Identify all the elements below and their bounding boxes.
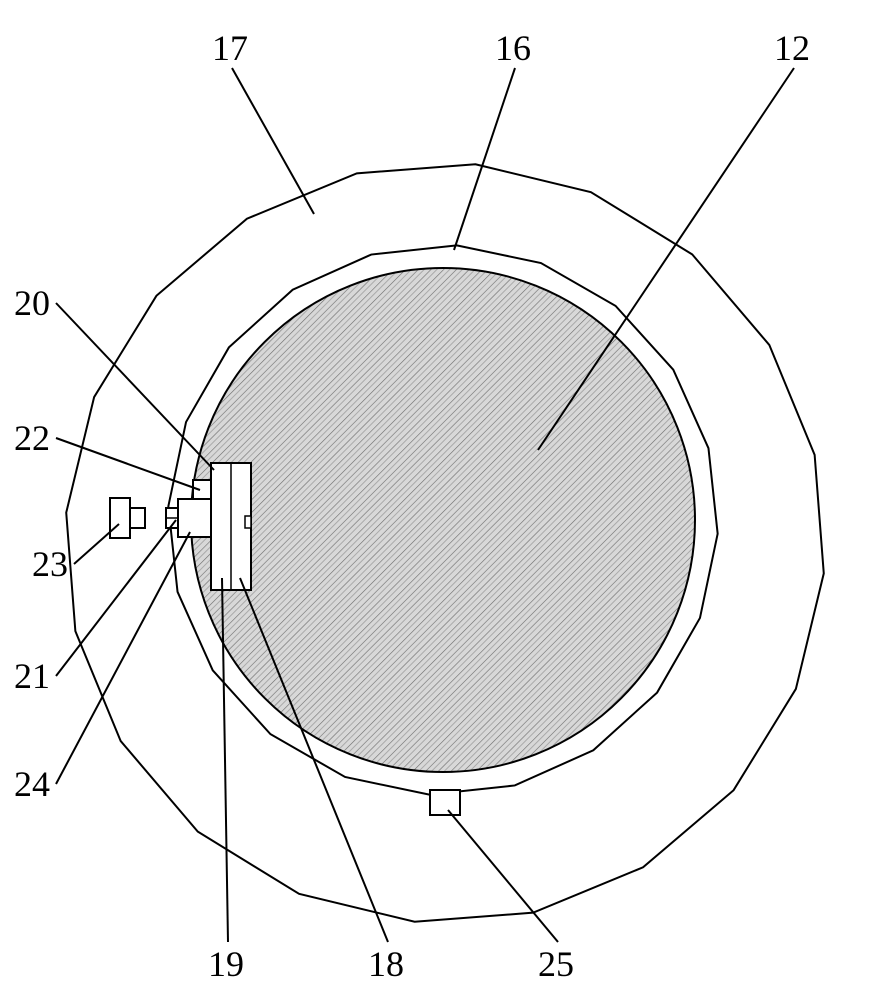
label-16: 16 (495, 28, 531, 68)
label-22: 22 (14, 418, 50, 458)
knob-stem (130, 508, 145, 528)
inner-disc-hatched (191, 268, 695, 772)
label-18: 18 (368, 944, 404, 984)
label-21: 21 (14, 656, 50, 696)
knob-head (110, 498, 130, 538)
label-19: 19 (208, 944, 244, 984)
leader-line-17 (232, 68, 314, 214)
plate-tick (245, 516, 251, 528)
base-block (178, 499, 211, 537)
bottom-tab (430, 790, 460, 815)
label-24: 24 (14, 764, 50, 804)
label-20: 20 (14, 283, 50, 323)
label-17: 17 (212, 28, 248, 68)
label-25: 25 (538, 944, 574, 984)
label-12: 12 (774, 28, 810, 68)
label-23: 23 (32, 544, 68, 584)
